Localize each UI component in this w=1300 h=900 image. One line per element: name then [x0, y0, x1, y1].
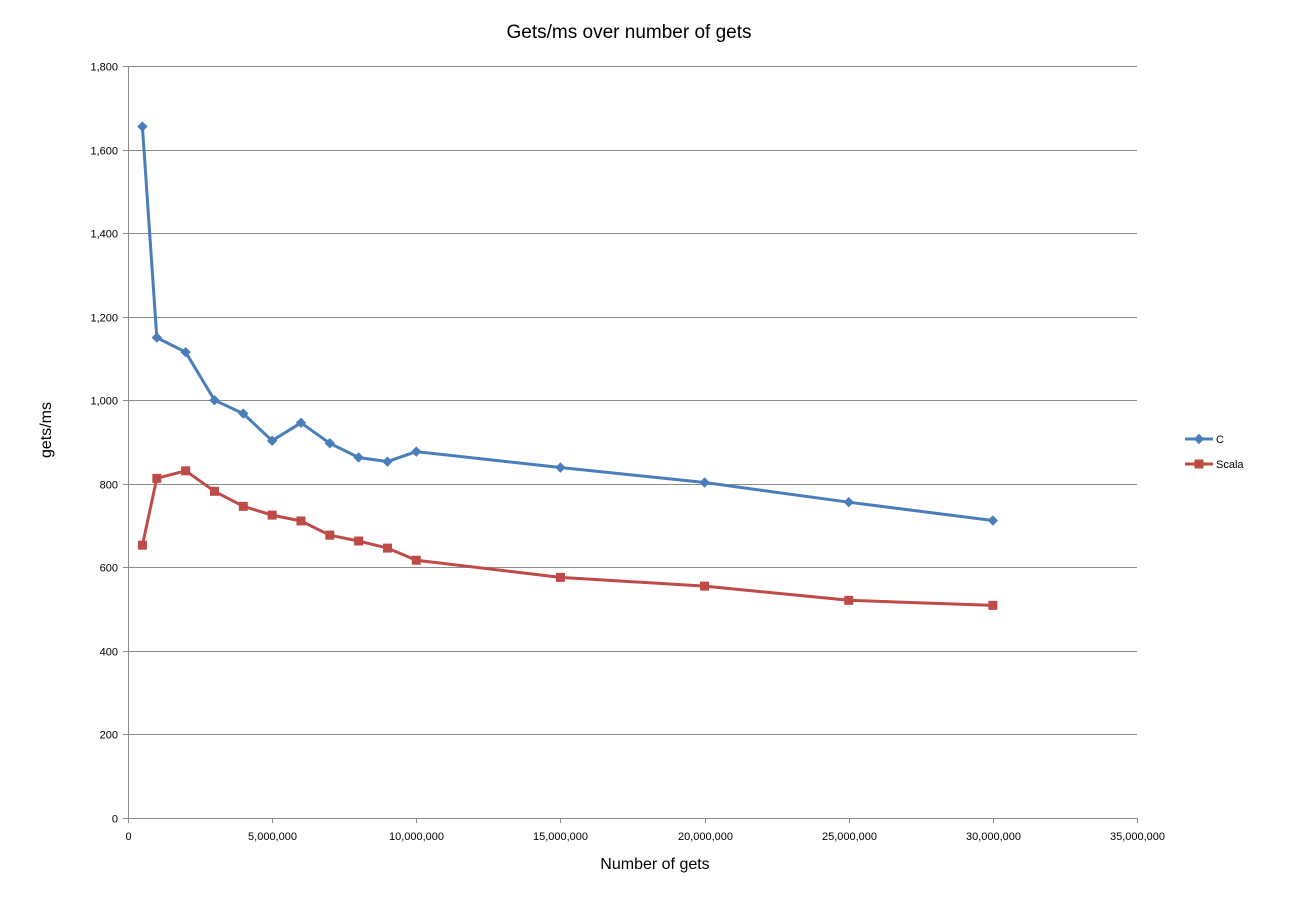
x-axis-title: Number of gets [600, 856, 709, 873]
x-tick-label: 25,000,000 [822, 831, 877, 843]
legend-label: C [1216, 434, 1224, 446]
data-point-scala [382, 543, 392, 553]
x-tick-label: 0 [125, 831, 131, 843]
data-point-c [555, 462, 566, 473]
y-tick-label: 0 [112, 814, 118, 826]
data-point-c [411, 446, 422, 457]
legend-label: Scala [1216, 459, 1244, 471]
data-point-c [180, 346, 191, 358]
data-point-scala [238, 501, 248, 511]
series-group [137, 121, 999, 610]
y-tick-label: 200 [100, 730, 118, 742]
x-tick-labels: 0 5,000,000 10,000,000 15,000,000 20,000,000… [125, 831, 1165, 843]
y-tick-label: 800 [100, 480, 118, 492]
y-tick-labels: 0 200 400 600 800 1,000 1,200 1,400 1,600 1,800 [90, 62, 118, 826]
data-point-scala [267, 510, 277, 520]
data-point-c [238, 408, 249, 419]
legend-marker [1193, 433, 1205, 445]
data-point-c [137, 121, 148, 132]
gridlines [128, 66, 1137, 735]
x-tick-label: 35,000,000 [1110, 831, 1165, 843]
x-tick-label: 15,000,000 [533, 831, 588, 843]
x-tick-label: 10,000,000 [389, 831, 444, 843]
data-point-c [843, 496, 854, 508]
legend: C Scala [1185, 433, 1244, 471]
x-tick-label: 5,000,000 [248, 831, 297, 843]
data-point-scala [555, 572, 565, 582]
legend-item-scala: Scala [1185, 459, 1244, 471]
axes [123, 66, 1138, 823]
y-tick-label: 400 [100, 647, 118, 659]
data-point-scala [296, 516, 306, 526]
data-point-c [382, 456, 393, 467]
y-tick-label: 1,400 [90, 229, 118, 241]
chart-title: Gets/ms over number of gets [507, 22, 752, 43]
data-point-c [266, 435, 278, 446]
data-point-scala [325, 530, 335, 540]
data-point-scala [152, 473, 162, 483]
legend-marker [1194, 459, 1204, 469]
series-line-scala [140, 469, 993, 607]
y-axis-title: gets/ms [38, 402, 55, 458]
y-tick-label: 1,800 [90, 62, 118, 74]
y-tick-label: 1,600 [90, 146, 118, 158]
series-c [137, 121, 999, 526]
x-tick-label: 30,000,000 [966, 831, 1021, 843]
x-tick-label: 20,000,000 [678, 831, 733, 843]
y-tick-label: 600 [100, 563, 118, 575]
data-point-scala [209, 486, 219, 496]
data-point-scala [354, 536, 364, 546]
data-point-scala [988, 600, 998, 610]
data-point-c [151, 332, 163, 343]
data-point-scala [700, 581, 710, 591]
y-tick-label: 1,200 [90, 313, 118, 325]
data-point-scala [181, 466, 191, 476]
y-tick-label: 1,000 [90, 396, 118, 408]
data-point-c [353, 452, 364, 463]
data-point-c [699, 477, 710, 488]
data-point-c [324, 438, 336, 449]
series-scala [137, 466, 998, 610]
data-point-c [209, 395, 220, 406]
data-point-c [987, 515, 999, 526]
data-point-scala [844, 595, 854, 605]
data-point-scala [411, 555, 421, 565]
series-line-c [140, 126, 994, 522]
data-point-scala [137, 540, 147, 550]
data-point-c [295, 417, 307, 428]
legend-item-c: C [1185, 433, 1224, 446]
